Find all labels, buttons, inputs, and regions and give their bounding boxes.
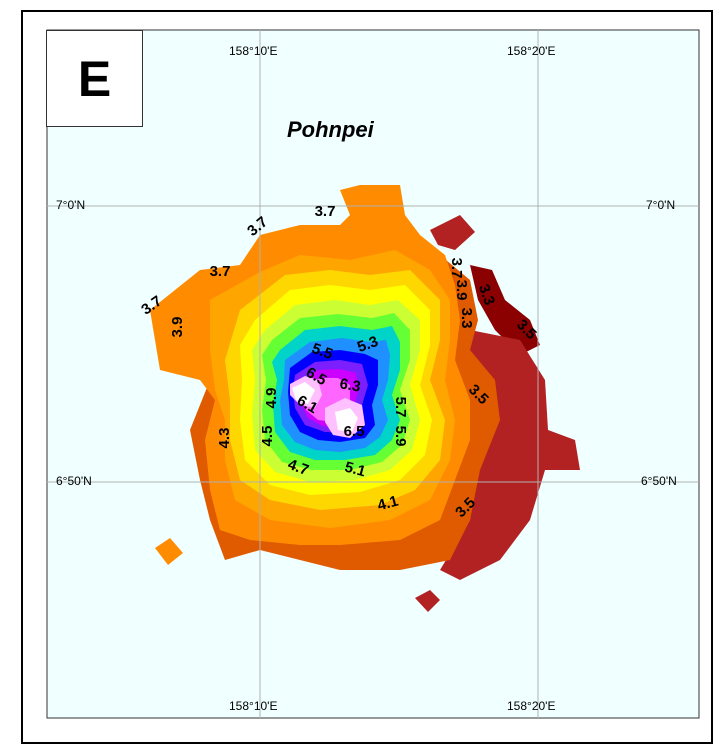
zone-red xyxy=(430,215,475,250)
contour-label: 6.5 xyxy=(344,423,365,440)
contour-label: 4.1 xyxy=(376,493,401,515)
contour-label: 3.7 xyxy=(210,263,231,280)
zone-peak-1 xyxy=(292,382,315,404)
contour-label: 4.5 xyxy=(259,426,276,447)
contour-label: 4.3 xyxy=(216,428,233,449)
contour-label: 5.9 xyxy=(392,426,409,447)
lon-label-bottom-1: 158°10'E xyxy=(229,699,278,713)
contour-label: 3.9 xyxy=(453,280,470,301)
contour-label: 3.9 xyxy=(169,317,186,338)
zone-peak-2 xyxy=(335,408,358,432)
lat-label-left-1: 7°0'N xyxy=(56,198,86,212)
zone-orange-islet xyxy=(155,538,183,565)
graticule-lines xyxy=(47,30,699,718)
contour-label: 3.3 xyxy=(458,308,475,329)
contour-label: 4.9 xyxy=(263,388,280,409)
lat-label-right-1: 7°0'N xyxy=(646,198,676,212)
island-name: Pohnpei xyxy=(287,117,374,142)
contour-label: 5.1 xyxy=(343,459,368,481)
contour-label: 3.7 xyxy=(315,203,336,220)
contour-label: 4.7 xyxy=(285,456,310,479)
zone-red-islet xyxy=(415,590,440,612)
lon-label-top-1: 158°10'E xyxy=(229,44,278,58)
panel-letter: E xyxy=(46,30,143,127)
zone-dark-red xyxy=(470,265,540,355)
lat-label-right-2: 6°50'N xyxy=(641,474,677,488)
contour-label: 6.3 xyxy=(338,375,361,395)
contour-label: 3.3 xyxy=(475,282,498,307)
lon-label-top-2: 158°20'E xyxy=(507,44,556,58)
contour-label: 5.5 xyxy=(309,340,334,363)
contour-label: 3.7 xyxy=(448,258,465,279)
lon-label-bottom-2: 158°20'E xyxy=(507,699,556,713)
contour-label: 5.3 xyxy=(355,333,380,356)
contour-label: 5.7 xyxy=(392,397,409,418)
lat-label-left-2: 6°50'N xyxy=(56,474,92,488)
